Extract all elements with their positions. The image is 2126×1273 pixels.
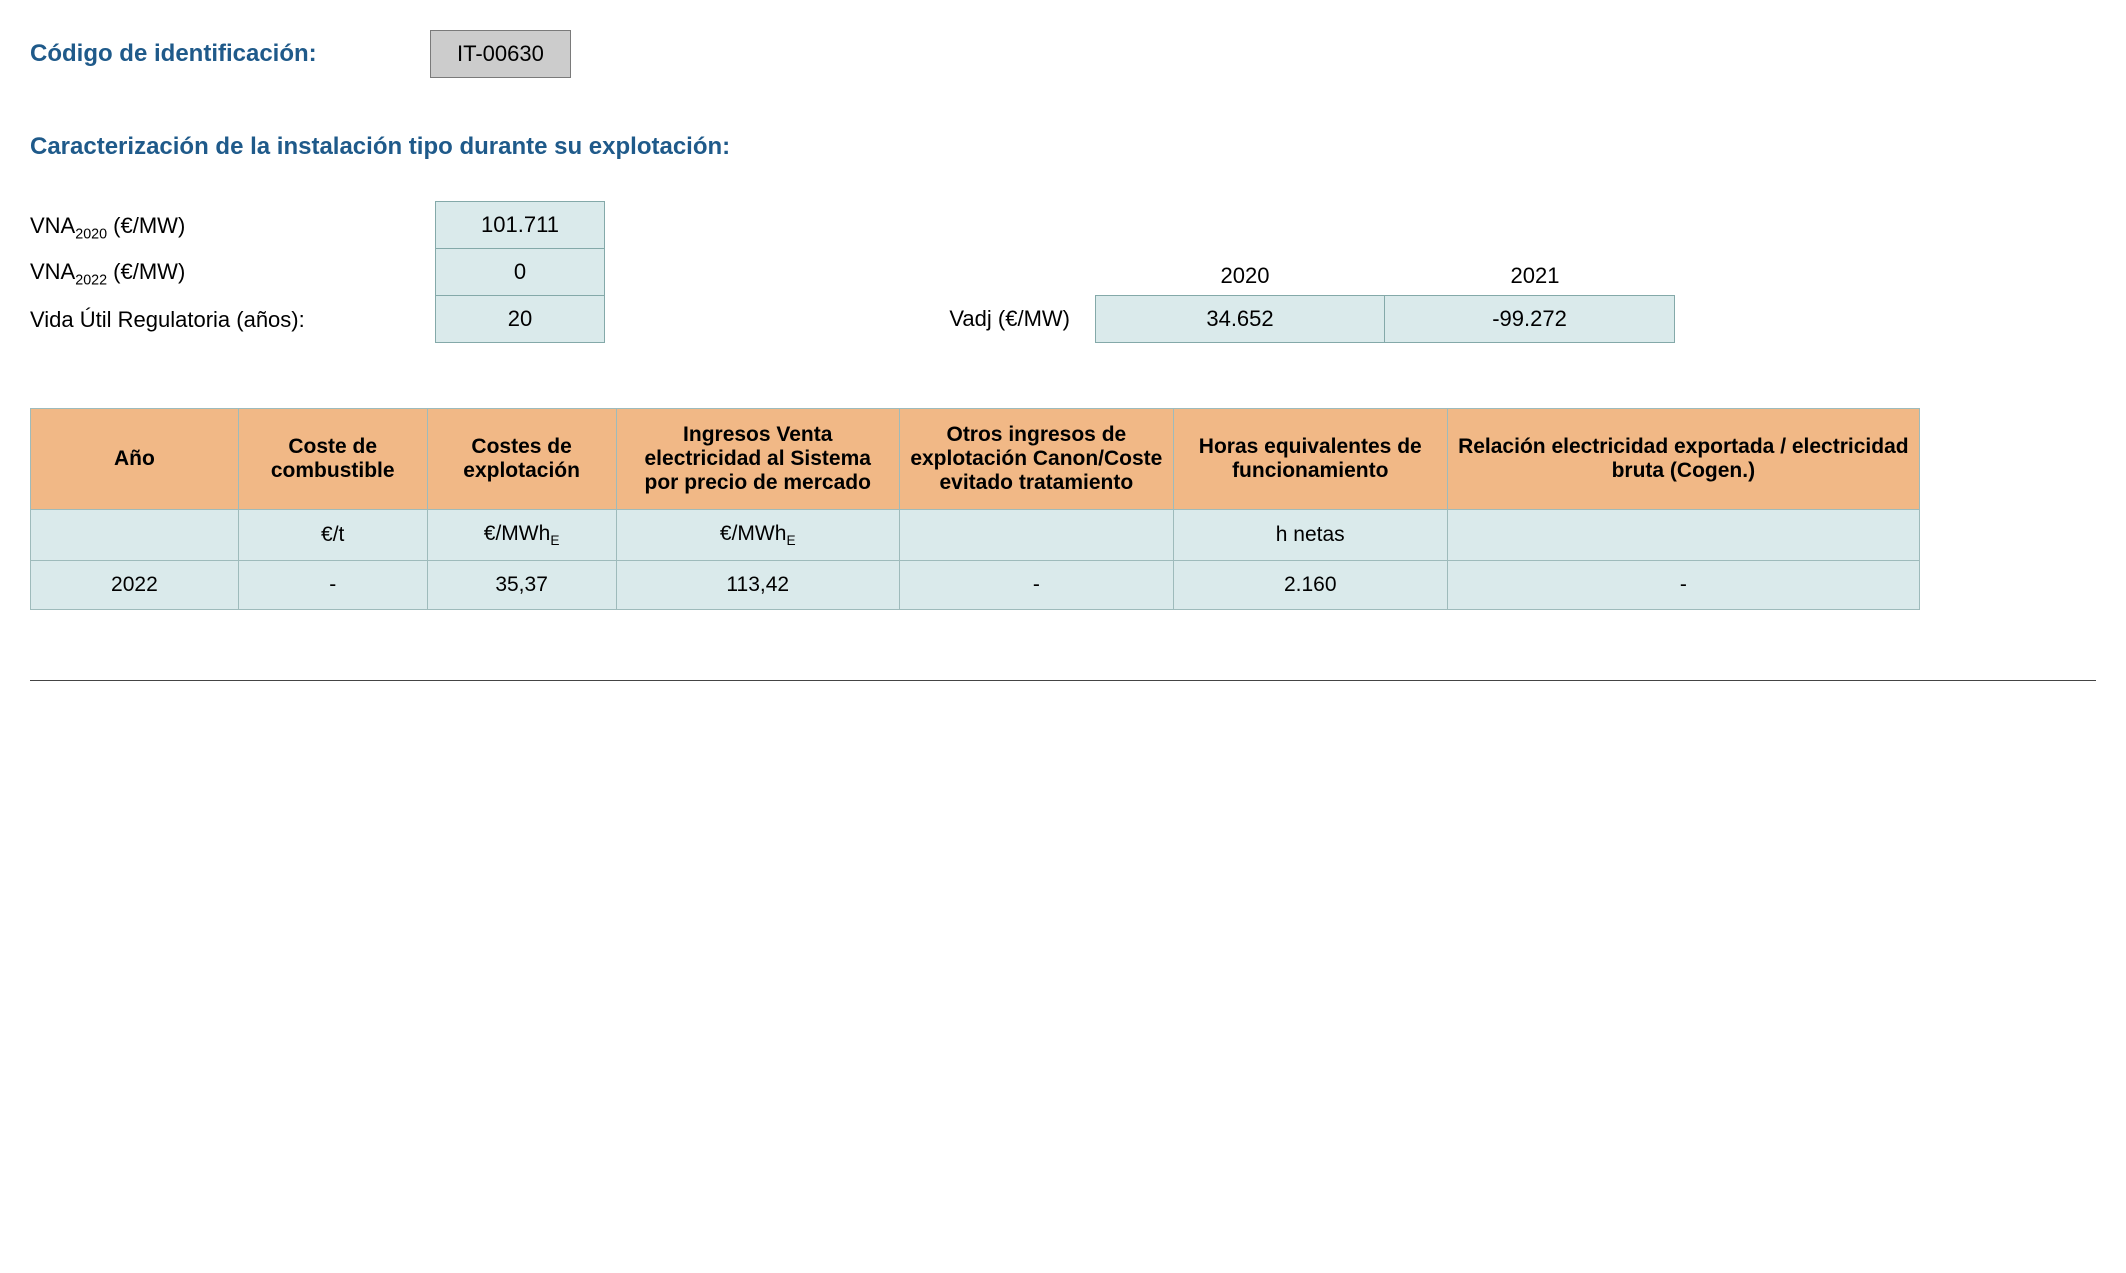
col-header-otros: Otros ingresos de explotación Canon/Cost…: [899, 409, 1173, 510]
codigo-row: Código de identificación: IT-00630: [30, 30, 2096, 78]
units-explotacion: €/MWhE: [427, 510, 616, 561]
cell-relacion: -: [1447, 561, 1919, 610]
vida-value: 20: [435, 296, 605, 343]
units-ingresos: €/MWhE: [616, 510, 899, 561]
cell-horas: 2.160: [1173, 561, 1447, 610]
col-header-ingresos: Ingresos Venta electricidad al Sistema p…: [616, 409, 899, 510]
vna2020-value: 101.711: [435, 202, 605, 249]
units-otros: [899, 510, 1173, 561]
codigo-label: Código de identificación:: [30, 40, 430, 68]
param-labels: VNA2020 (€/MW) VNA2022 (€/MW) Vida Útil …: [30, 205, 435, 343]
vadj-year2-header: 2021: [1390, 263, 1680, 289]
vna2020-label: VNA2020 (€/MW): [30, 205, 435, 251]
col-header-combustible: Coste de combustible: [238, 409, 427, 510]
section-title: Caracterización de la instalación tipo d…: [30, 133, 2096, 161]
vna2022-label: VNA2022 (€/MW): [30, 251, 435, 297]
vadj-year2-value: -99.272: [1385, 296, 1675, 343]
col-header-explotacion: Costes de explotación: [427, 409, 616, 510]
param-values: 101.711 0 20: [435, 201, 605, 343]
cell-explotacion: 35,37: [427, 561, 616, 610]
codigo-value-box: IT-00630: [430, 30, 571, 78]
cell-otros: -: [899, 561, 1173, 610]
cell-ano: 2022: [31, 561, 239, 610]
vida-label: Vida Útil Regulatoria (años):: [30, 297, 435, 343]
cell-ingresos: 113,42: [616, 561, 899, 610]
units-combustible: €/t: [238, 510, 427, 561]
vadj-year1-value: 34.652: [1095, 296, 1385, 343]
col-header-ano: Año: [31, 409, 239, 510]
cell-combustible: -: [238, 561, 427, 610]
table-data-row: 2022 - 35,37 113,42 - 2.160 -: [31, 561, 1920, 610]
table-units-row: €/t €/MWhE €/MWhE h netas: [31, 510, 1920, 561]
table-header-row: Año Coste de combustible Costes de explo…: [31, 409, 1920, 510]
units-ano: [31, 510, 239, 561]
vadj-block: 2020 2021 Vadj (€/MW) 34.652 -99.272: [925, 263, 1680, 343]
col-header-horas: Horas equivalentes de funcionamiento: [1173, 409, 1447, 510]
separator-line: [30, 680, 2096, 681]
main-table: Año Coste de combustible Costes de explo…: [30, 408, 1920, 610]
units-horas: h netas: [1173, 510, 1447, 561]
vna2022-value: 0: [435, 249, 605, 296]
vadj-label: Vadj (€/MW): [925, 306, 1085, 332]
vadj-year1-header: 2020: [1100, 263, 1390, 289]
units-relacion: [1447, 510, 1919, 561]
col-header-relacion: Relación electricidad exportada / electr…: [1447, 409, 1919, 510]
